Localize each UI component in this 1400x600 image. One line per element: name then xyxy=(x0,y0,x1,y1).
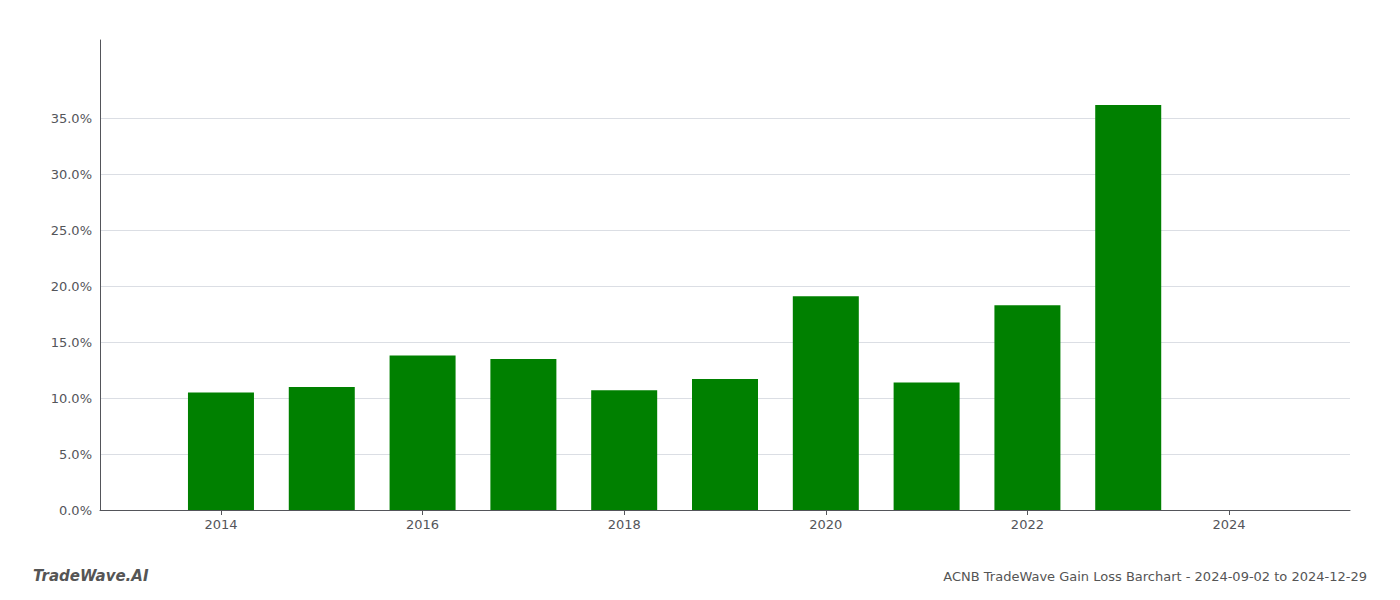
svg-text:2018: 2018 xyxy=(608,517,641,532)
svg-text:25.0%: 25.0% xyxy=(51,223,92,238)
svg-text:0.0%: 0.0% xyxy=(59,503,92,518)
svg-text:10.0%: 10.0% xyxy=(51,391,92,406)
svg-text:20.0%: 20.0% xyxy=(51,279,92,294)
svg-text:ACNB TradeWave Gain Loss Barch: ACNB TradeWave Gain Loss Barchart - 2024… xyxy=(943,569,1367,584)
svg-text:2020: 2020 xyxy=(809,517,842,532)
svg-text:30.0%: 30.0% xyxy=(51,167,92,182)
svg-text:2016: 2016 xyxy=(406,517,439,532)
svg-text:35.0%: 35.0% xyxy=(51,111,92,126)
svg-text:TradeWave.AI: TradeWave.AI xyxy=(33,567,149,585)
svg-text:5.0%: 5.0% xyxy=(59,447,92,462)
svg-text:2024: 2024 xyxy=(1212,517,1245,532)
svg-text:2022: 2022 xyxy=(1011,517,1044,532)
svg-text:15.0%: 15.0% xyxy=(51,335,92,350)
svg-text:2014: 2014 xyxy=(204,517,237,532)
